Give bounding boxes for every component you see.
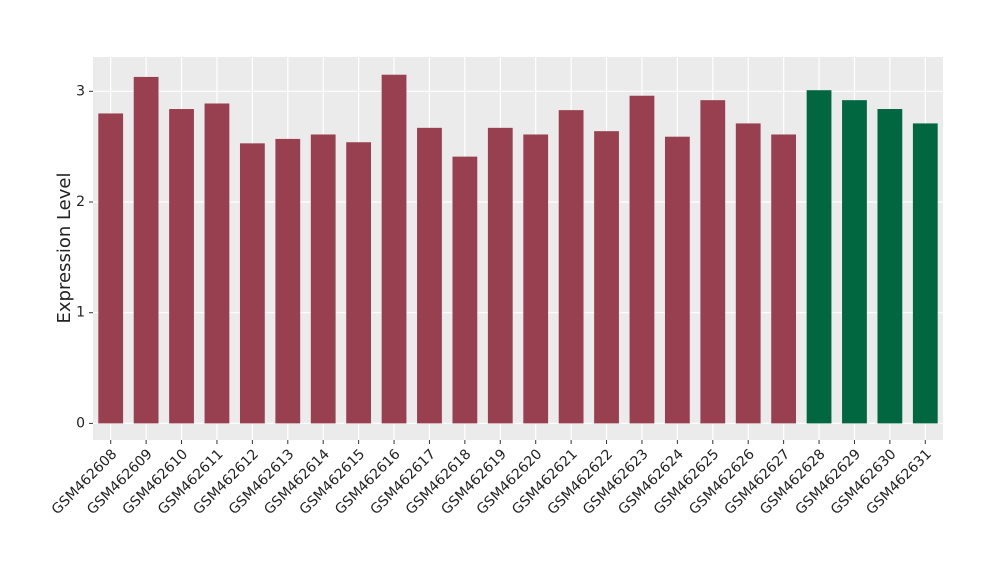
bar — [452, 156, 478, 424]
bar — [523, 134, 549, 424]
bar — [700, 100, 726, 424]
bar — [381, 74, 407, 424]
bar — [877, 109, 903, 424]
bar — [487, 127, 513, 424]
bar — [771, 134, 797, 424]
bar — [912, 123, 938, 424]
bar — [239, 143, 265, 424]
y-tick-label: 3 — [76, 83, 85, 99]
bar — [417, 127, 442, 424]
bar — [594, 131, 619, 424]
bar — [735, 123, 761, 424]
bar — [98, 113, 124, 424]
panel — [93, 57, 943, 440]
bar — [842, 100, 867, 424]
bar — [664, 136, 690, 424]
y-axis-label: Expression Level — [54, 173, 75, 324]
y-tick-label: 2 — [76, 194, 85, 210]
bar — [275, 138, 301, 424]
bar — [629, 95, 655, 424]
bar — [346, 142, 372, 424]
y-tick-label: 1 — [76, 305, 85, 321]
bar — [204, 103, 230, 424]
bar — [169, 109, 194, 424]
bar — [806, 90, 832, 424]
bar — [310, 134, 336, 424]
bar — [558, 110, 584, 424]
bar — [133, 76, 159, 424]
y-tick-label: 0 — [76, 415, 85, 431]
